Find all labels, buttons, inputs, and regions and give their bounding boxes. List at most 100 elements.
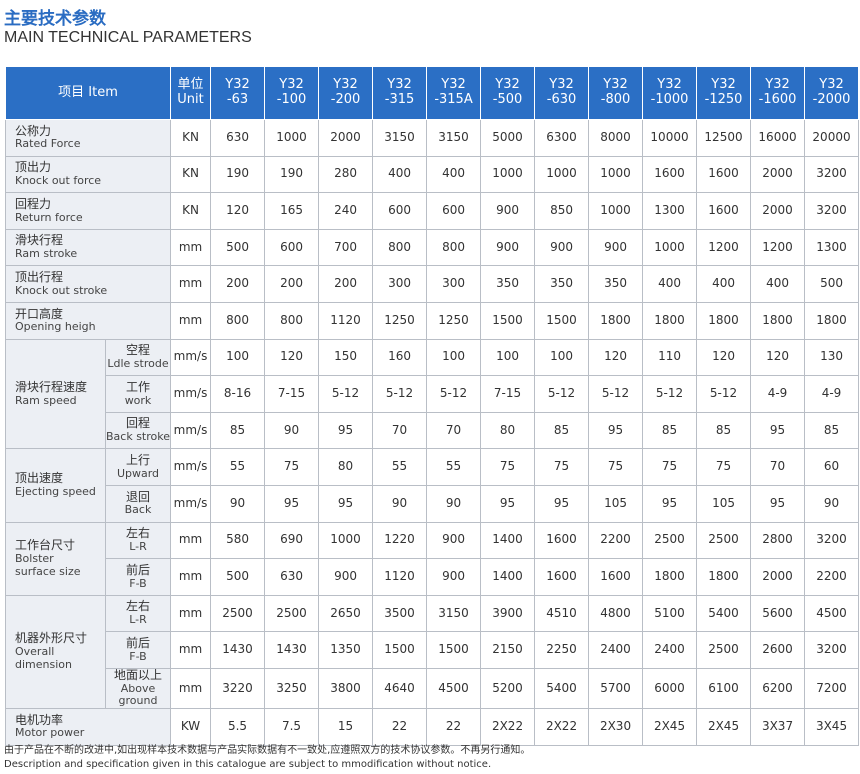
notes: 由于产品在不断的改进中,如出现样本技术数据与产品实际数据有不一致处,应遵照双方的… bbox=[4, 744, 530, 772]
value-cell: 6100 bbox=[696, 667, 752, 709]
value-cell: 120 bbox=[696, 338, 752, 377]
sub-label: 左右 L-R bbox=[104, 594, 172, 633]
value-cell: 1800 bbox=[696, 301, 752, 340]
value-cell: 1600 bbox=[534, 558, 590, 596]
model-header-line: -100 bbox=[276, 92, 307, 107]
value-cell: 1500 bbox=[534, 301, 590, 340]
model-header-line: -630 bbox=[546, 92, 577, 107]
value-cell: 3X45 bbox=[804, 707, 860, 746]
model-header-line: Y32 bbox=[657, 77, 682, 93]
model-header: Y32 -63 bbox=[210, 66, 266, 120]
sub-label: 空程 Ldle strode bbox=[104, 338, 172, 377]
model-header-line: Y32 bbox=[225, 77, 250, 93]
value-cell: 1500 bbox=[372, 631, 428, 669]
value-cell: 8000 bbox=[588, 119, 644, 157]
value-cell: 190 bbox=[264, 155, 320, 194]
value-cell: 1600 bbox=[534, 521, 590, 560]
value-cell: 800 bbox=[372, 228, 428, 267]
value-cell: 100 bbox=[426, 338, 482, 377]
value-cell: 1120 bbox=[318, 301, 374, 340]
model-header-line: -1600 bbox=[758, 92, 797, 107]
model-header: Y32 -630 bbox=[534, 66, 590, 120]
value-cell: 900 bbox=[480, 228, 536, 267]
subtitle: MAIN TECHNICAL PARAMETERS bbox=[4, 29, 252, 46]
unit-cell: KN bbox=[170, 192, 212, 230]
value-cell: 1800 bbox=[750, 301, 806, 340]
value-cell: 1250 bbox=[426, 301, 482, 340]
value-cell: 2400 bbox=[588, 631, 644, 669]
value-cell: 90 bbox=[210, 484, 266, 523]
model-header-line: Y32 bbox=[387, 77, 412, 93]
value-cell: 600 bbox=[426, 192, 482, 230]
value-cell: 1600 bbox=[696, 155, 752, 194]
label-line: 顶出力 bbox=[15, 160, 52, 175]
sub-label: 上行 Upward bbox=[104, 448, 172, 486]
value-cell: 900 bbox=[318, 558, 374, 596]
value-cell: 4800 bbox=[588, 594, 644, 633]
value-cell: 690 bbox=[264, 521, 320, 560]
value-cell: 5400 bbox=[696, 594, 752, 633]
model-header-line: -800 bbox=[600, 92, 631, 107]
value-cell: 900 bbox=[534, 228, 590, 267]
value-cell: 7.5 bbox=[264, 707, 320, 746]
value-cell: 4-9 bbox=[804, 375, 860, 413]
value-cell: 900 bbox=[480, 192, 536, 230]
value-cell: 70 bbox=[750, 448, 806, 486]
value-cell: 15 bbox=[318, 707, 374, 746]
value-cell: 100 bbox=[534, 338, 590, 377]
group-label: 顶出速度 Ejecting speed bbox=[5, 448, 106, 523]
value-cell: 100 bbox=[480, 338, 536, 377]
value-cell: 95 bbox=[264, 484, 320, 523]
spec-table: 项目 Item 单位 Unit Y32 -63 Y32 -100 Y32 -200 Y32 -315… bbox=[4, 66, 860, 746]
sub-label-line: 地面以上 bbox=[114, 668, 163, 682]
group-label: 开口高度 Opening heigh bbox=[4, 301, 172, 340]
model-header: Y32 -315 bbox=[372, 66, 428, 120]
sub-label-line: L-R bbox=[129, 539, 147, 553]
unit-cell: KN bbox=[170, 155, 212, 194]
label-line: 工作台尺寸 bbox=[15, 538, 76, 553]
value-cell: 800 bbox=[426, 228, 482, 267]
value-cell: 1600 bbox=[588, 558, 644, 596]
value-cell: 165 bbox=[264, 192, 320, 230]
sub-label-line: 工作 bbox=[126, 379, 151, 394]
label-line: dimension bbox=[15, 657, 72, 671]
group-label: 滑块行程 Ram stroke bbox=[4, 228, 172, 267]
value-cell: 800 bbox=[210, 301, 266, 340]
label-line: Opening heigh bbox=[15, 320, 96, 334]
spec-row: 滑块行程 Ram stroke mm 500 600 700 800 800 900 900 900… bbox=[4, 228, 860, 267]
spec-row: 前后 F-B mm 500 630 900 1120 900 1400 1600 1600 1800 1… bbox=[6, 558, 860, 596]
value-cell: 120 bbox=[264, 338, 320, 377]
spec-row: 机器外形尺寸 Overall dimension 左右 L-R mm 2500 2500 265… bbox=[5, 594, 860, 709]
value-cell: 100 bbox=[210, 338, 266, 377]
spec-row: 电机功率 Motor power KW 5.5 7.5 15 22 22 2X22 2X22 2X3… bbox=[4, 707, 860, 746]
model-header-line: -1000 bbox=[650, 92, 689, 107]
value-cell: 3800 bbox=[318, 667, 374, 709]
value-cell: 85 bbox=[210, 411, 266, 450]
value-cell: 1220 bbox=[372, 521, 428, 560]
model-header-line: Y32 bbox=[279, 77, 304, 93]
spec-row: 前后 F-B mm 1430 1430 1350 1500 1500 2150 2250 2400 2… bbox=[6, 631, 860, 669]
value-cell: 55 bbox=[426, 448, 482, 486]
value-cell: 80 bbox=[318, 448, 374, 486]
value-cell: 5-12 bbox=[318, 375, 374, 413]
unit-cell: KW bbox=[170, 707, 212, 746]
value-cell: 5-12 bbox=[426, 375, 482, 413]
label-line: 公称力 bbox=[15, 123, 52, 138]
model-header-line: Y32 bbox=[603, 77, 628, 93]
value-cell: 5000 bbox=[480, 119, 536, 157]
value-cell: 5100 bbox=[642, 594, 698, 633]
value-cell: 5.5 bbox=[210, 707, 266, 746]
value-cell: 85 bbox=[642, 411, 698, 450]
value-cell: 1500 bbox=[480, 301, 536, 340]
sub-label-line: Upward bbox=[116, 466, 160, 480]
spec-row: 公称力 Rated Force KN 630 1000 2000 3150 3150 5000 6… bbox=[4, 119, 860, 157]
value-cell: 1350 bbox=[318, 631, 374, 669]
value-cell: 280 bbox=[318, 155, 374, 194]
unit-cell: mm/s bbox=[170, 338, 212, 377]
value-cell: 2650 bbox=[318, 594, 374, 633]
value-cell: 2000 bbox=[750, 155, 806, 194]
sub-label-line: 左右 bbox=[126, 599, 151, 614]
value-cell: 350 bbox=[480, 265, 536, 303]
value-cell: 3220 bbox=[210, 667, 266, 709]
